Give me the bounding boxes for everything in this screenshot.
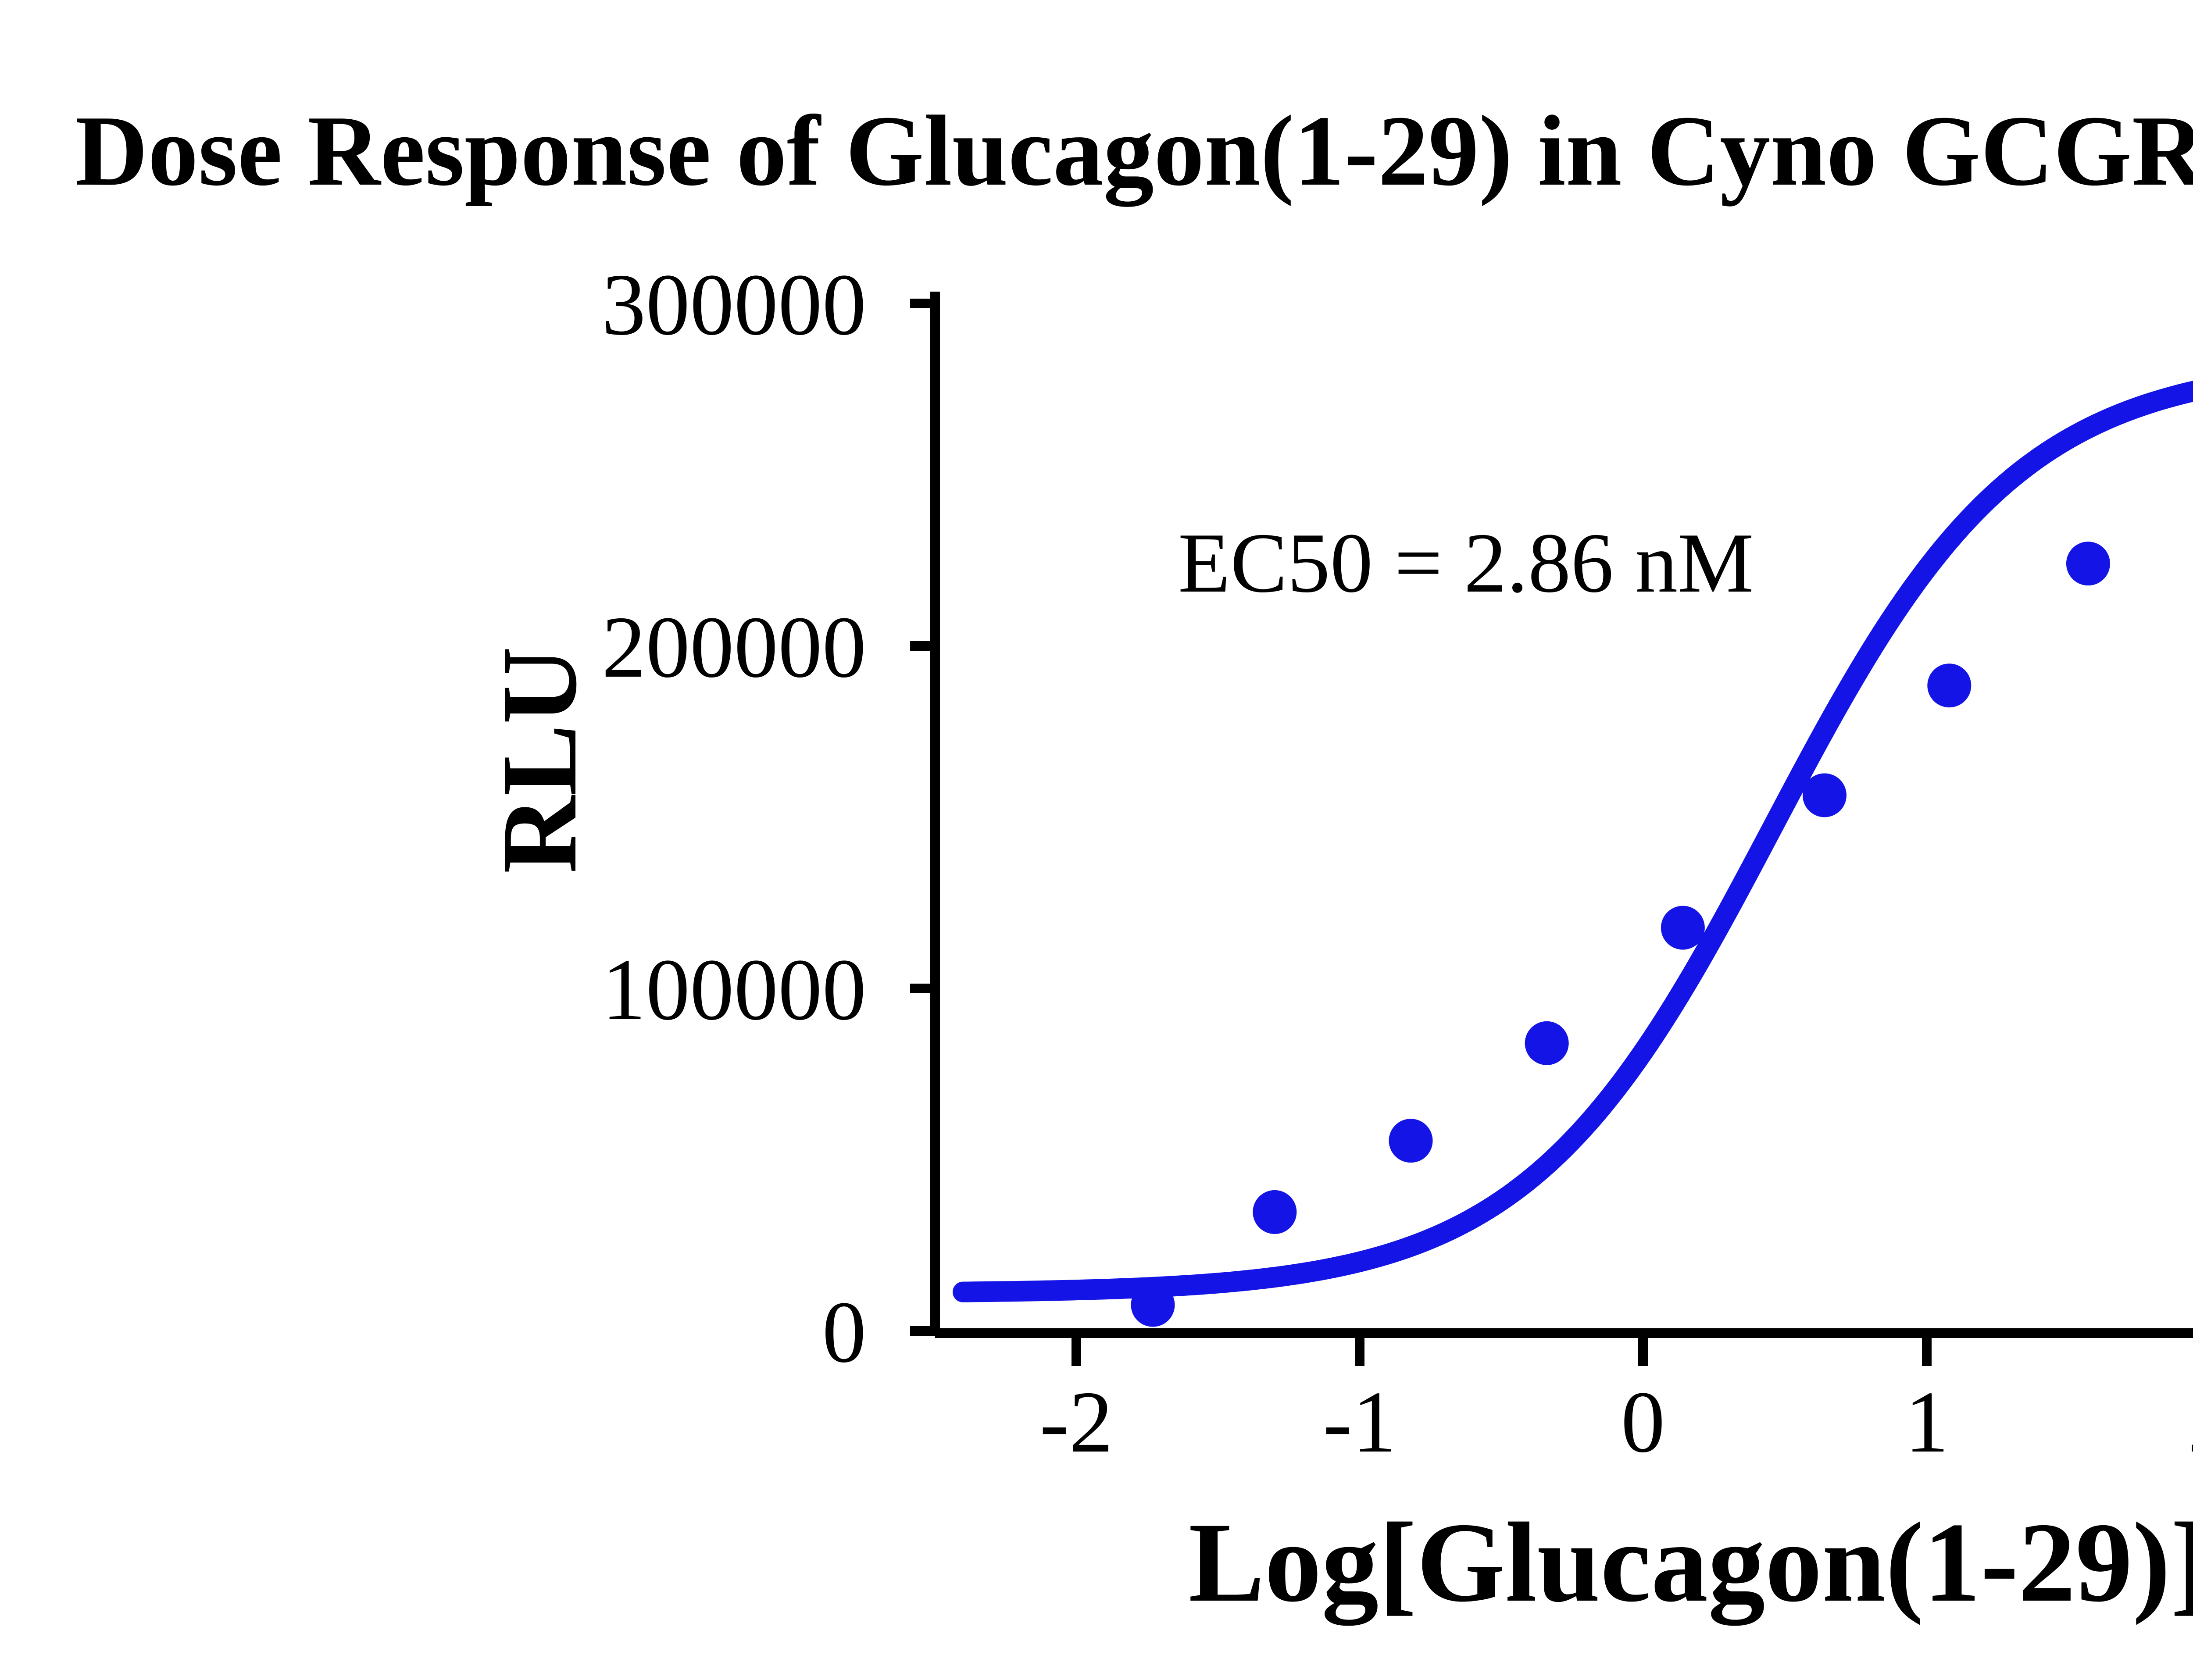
svg-text:300000: 300000 [602, 256, 866, 353]
svg-text:-1: -1 [1323, 1373, 1396, 1471]
svg-text:0: 0 [1621, 1373, 1665, 1471]
svg-text:100000: 100000 [602, 941, 866, 1038]
svg-text:-2: -2 [1039, 1373, 1113, 1471]
svg-text:1: 1 [1905, 1373, 1949, 1471]
svg-text:RLU: RLU [480, 646, 599, 873]
svg-text:Log[Glucagon(1-29)] nM: Log[Glucagon(1-29)] nM [1189, 1499, 2193, 1627]
svg-text:EC50 = 2.86 nM: EC50 = 2.86 nM [1178, 516, 1754, 610]
svg-text:0: 0 [822, 1284, 867, 1381]
svg-text:200000: 200000 [602, 599, 866, 696]
svg-text:2: 2 [2188, 1373, 2193, 1471]
